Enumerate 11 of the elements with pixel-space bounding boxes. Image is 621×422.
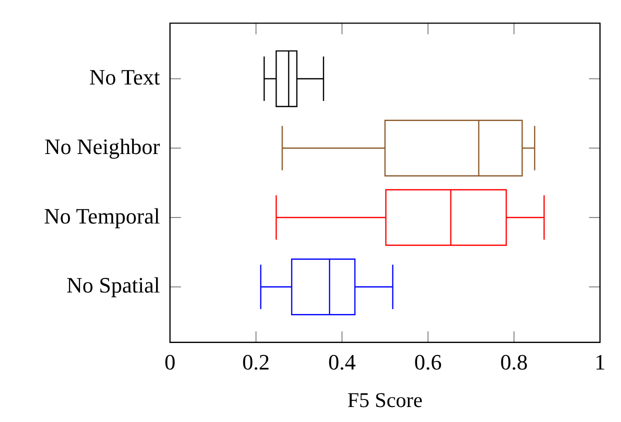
x-tick-label: 0.4 bbox=[328, 349, 356, 374]
y-tick-label: No Neighbor bbox=[44, 134, 161, 159]
x-tick-label: 0.6 bbox=[414, 349, 442, 374]
x-tick-label: 0.2 bbox=[242, 349, 270, 374]
x-tick-label: 0 bbox=[164, 349, 176, 374]
y-tick-label: No Spatial bbox=[66, 272, 160, 298]
x-tick-label: 0.8 bbox=[500, 349, 528, 374]
x-axis-title: F5 Score bbox=[347, 388, 423, 412]
x-tick-label: 1 bbox=[594, 349, 606, 374]
y-tick-label: No Text bbox=[89, 64, 160, 90]
y-tick-label: No Temporal bbox=[44, 203, 160, 228]
